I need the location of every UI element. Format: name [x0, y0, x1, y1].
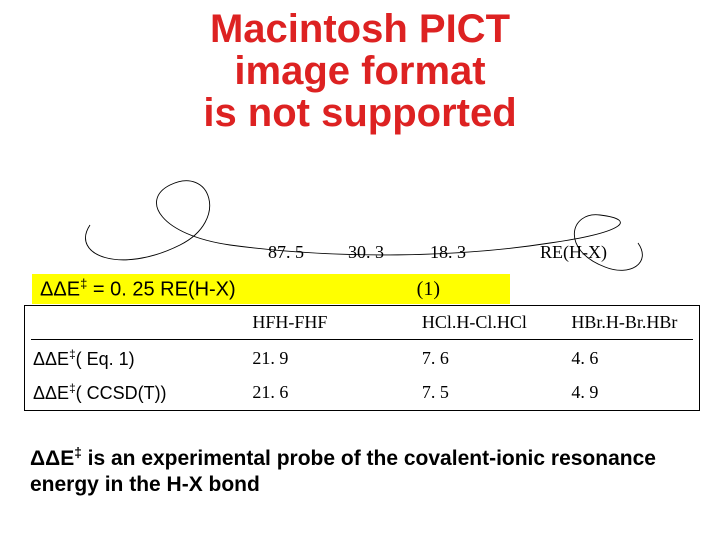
val-rehx: RE(H-X) [540, 242, 607, 263]
equation-rhs: = 0. 25 RE(H-X) [87, 279, 235, 301]
table-header-rule [31, 339, 693, 340]
double-delta: ΔΔ [40, 279, 67, 301]
footnote-text: ΔΔE‡ is an experimental probe of the cov… [30, 444, 690, 499]
data-table: HFH-FHF HCl.H-Cl.HCl HBr.H-Br.HBr ΔΔE‡( … [24, 305, 700, 411]
equation-text: ΔΔE‡ = 0. 25 RE(H-X) [32, 276, 236, 302]
table-row: ΔΔE‡( CCSD(T)) 21. 6 7. 5 4. 9 [25, 376, 699, 410]
row1-delta-e: ΔΔE [33, 383, 69, 403]
equation-highlight-bar: ΔΔE‡ = 0. 25 RE(H-X) (1) [32, 274, 510, 304]
row1-c1: 21. 6 [244, 376, 414, 410]
equation-number: (1) [417, 278, 440, 301]
table-header-hfh: HFH-FHF [244, 306, 414, 339]
val-30-3: 30. 3 [348, 242, 384, 263]
row1-suffix: ( CCSD(T)) [76, 383, 167, 403]
foot-delta: ΔΔ [30, 447, 60, 470]
row0-delta-e: ΔΔE [33, 349, 69, 369]
foot-rest: is an experimental probe of the covalent… [30, 447, 656, 496]
pict-line-3: is not supported [120, 92, 600, 134]
row0-c1: 21. 9 [244, 342, 414, 376]
slide-page: { "pict": { "line1": "Macintosh PICT", "… [0, 0, 720, 540]
row1-c3: 4. 9 [563, 376, 699, 410]
row0-suffix: ( Eq. 1) [76, 349, 135, 369]
table-header-blank [25, 306, 244, 339]
pict-line-1: Macintosh PICT [120, 8, 600, 50]
table-header-hbr: HBr.H-Br.HBr [563, 306, 699, 339]
pict-error-block: Macintosh PICT image format is not suppo… [120, 8, 600, 134]
pict-line-2: image format [120, 50, 600, 92]
foot-dagger: ‡ [74, 445, 82, 460]
row0-c2: 7. 6 [414, 342, 564, 376]
row1-c2: 7. 5 [414, 376, 564, 410]
symbol-e: E [67, 279, 80, 301]
table-header-hcl: HCl.H-Cl.HCl [414, 306, 564, 339]
val-18-3: 18. 3 [430, 242, 466, 263]
row-label-ccsdt: ΔΔE‡( CCSD(T)) [25, 376, 244, 410]
table-header-row: HFH-FHF HCl.H-Cl.HCl HBr.H-Br.HBr [25, 306, 699, 339]
foot-e: E [60, 447, 74, 470]
val-87-5: 87. 5 [268, 242, 304, 263]
row-label-eq1: ΔΔE‡( Eq. 1) [25, 342, 244, 376]
row0-c3: 4. 6 [563, 342, 699, 376]
table-row: ΔΔE‡( Eq. 1) 21. 9 7. 6 4. 6 [25, 342, 699, 376]
